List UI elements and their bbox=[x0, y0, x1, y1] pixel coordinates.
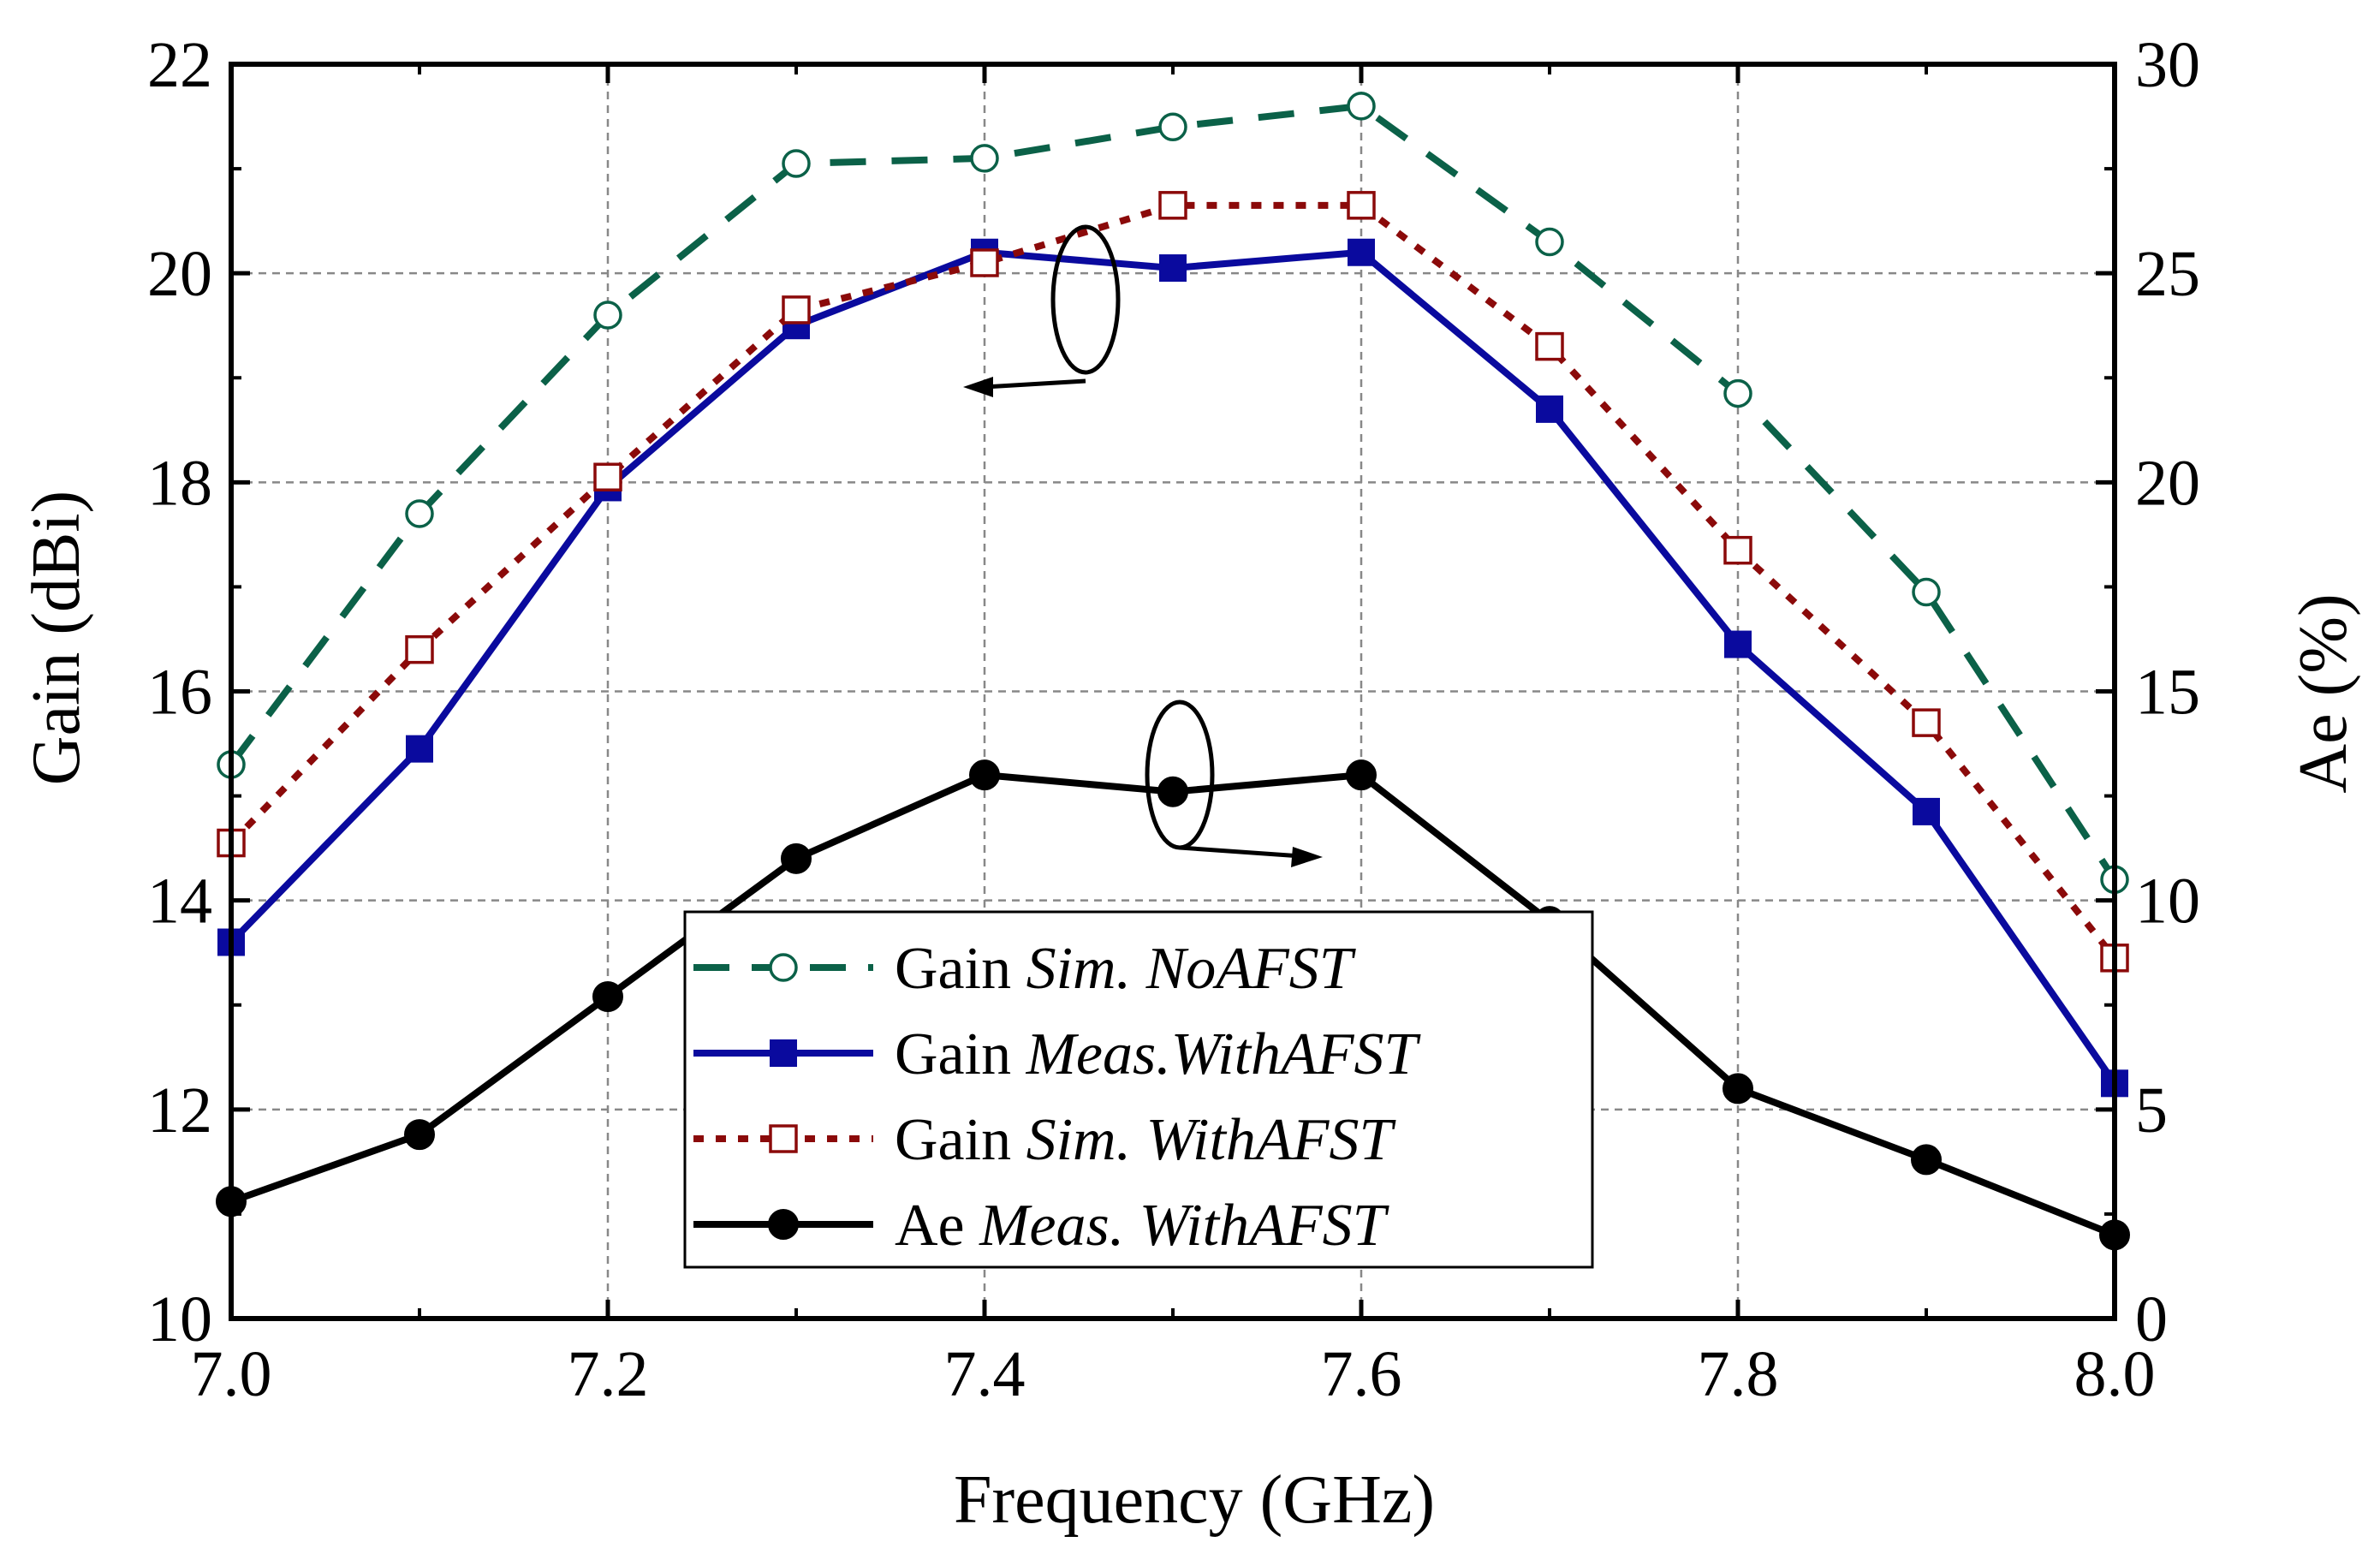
point-marker-series-3 bbox=[1346, 759, 1377, 791]
y-left-tick-label: 14 bbox=[147, 866, 212, 938]
point-marker-series-1 bbox=[1724, 630, 1752, 658]
y-left-tick-label: 22 bbox=[147, 29, 212, 101]
point-marker-series-0 bbox=[1158, 112, 1187, 141]
series-3 bbox=[216, 759, 2130, 1251]
point-marker-series-1 bbox=[1159, 254, 1187, 283]
x-tick-label: 7.2 bbox=[568, 1338, 649, 1410]
annotation-ellipse-gain bbox=[1050, 224, 1121, 375]
y-right-tick-label: 5 bbox=[2135, 1075, 2168, 1146]
plot-frame bbox=[229, 62, 2117, 1321]
x-tick-label: 8.0 bbox=[2074, 1338, 2156, 1410]
point-marker-series-0 bbox=[782, 149, 811, 178]
annotation-arrow-line-ae bbox=[1179, 845, 1302, 859]
legend-label: Gain Sim. WithAFST bbox=[895, 1107, 1396, 1173]
y-left-tick-label: 12 bbox=[147, 1075, 212, 1146]
point-marker-series-0 bbox=[405, 499, 434, 528]
point-marker-series-3 bbox=[781, 842, 812, 874]
y-axis-left-title: Gain (dBi) bbox=[19, 491, 94, 785]
series-0 bbox=[217, 92, 2129, 894]
axis-labels-layer: Frequency (GHz) Gain (dBi) Ae (%) bbox=[19, 491, 2361, 1538]
point-marker-series-0 bbox=[1723, 378, 1752, 408]
y-left-tick-label: 10 bbox=[147, 1283, 212, 1355]
point-marker-legend bbox=[768, 1209, 799, 1240]
x-tick-label: 7.4 bbox=[944, 1338, 1026, 1410]
legend-label: Ae Meas. WithAFST bbox=[895, 1193, 1390, 1259]
legend-entry: Gain Sim. WithAFST bbox=[693, 1107, 1396, 1173]
point-marker-series-2 bbox=[782, 295, 811, 324]
y-right-tick-label: 15 bbox=[2135, 657, 2200, 729]
legend-entry: Gain Sim. NoAFST bbox=[693, 936, 1357, 1002]
point-marker-series-0 bbox=[970, 144, 999, 173]
point-marker-series-0 bbox=[1535, 227, 1564, 257]
point-marker-series-3 bbox=[1157, 776, 1188, 807]
legend-label: Gain Sim. NoAFST bbox=[895, 936, 1357, 1002]
y-right-tick-label: 0 bbox=[2135, 1283, 2168, 1355]
point-marker-series-2 bbox=[1912, 708, 1941, 737]
y-right-tick-label: 20 bbox=[2135, 447, 2200, 519]
point-marker-series-0 bbox=[1347, 92, 1376, 121]
point-marker-series-3 bbox=[592, 980, 623, 1012]
point-marker-series-3 bbox=[404, 1119, 435, 1151]
annotation-right-arrow bbox=[1145, 700, 1323, 867]
series-layer bbox=[216, 92, 2130, 1251]
point-marker-series-3 bbox=[1723, 1073, 1753, 1104]
y-right-tick-label: 25 bbox=[2135, 238, 2200, 310]
legend-box bbox=[683, 910, 1594, 1269]
point-marker-series-1 bbox=[1348, 238, 1375, 266]
point-marker-series-3 bbox=[969, 759, 1000, 791]
point-marker-series-1 bbox=[1536, 395, 1563, 423]
annotation-arrow-line-gain bbox=[984, 378, 1086, 390]
y-left-tick-label: 18 bbox=[147, 447, 212, 519]
point-marker-legend bbox=[769, 1124, 798, 1153]
annotation-arrow-head-ae bbox=[1291, 847, 1323, 867]
legend-label: Gain Meas.WithAFST bbox=[895, 1021, 1422, 1087]
point-marker-series-2 bbox=[1723, 535, 1752, 565]
x-tick-label: 7.6 bbox=[1321, 1338, 1402, 1410]
annotation-left-arrow bbox=[963, 224, 1121, 397]
point-marker-series-2 bbox=[1347, 191, 1376, 220]
point-marker-series-2 bbox=[593, 462, 622, 491]
point-marker-legend bbox=[770, 1039, 797, 1067]
y-left-tick-label: 20 bbox=[147, 238, 212, 310]
point-marker-series-0 bbox=[1912, 577, 1941, 607]
x-tick-label: 7.0 bbox=[191, 1338, 272, 1410]
point-marker-legend bbox=[769, 953, 798, 982]
y-axis-right-title: Ae (%) bbox=[2286, 593, 2361, 793]
series-2 bbox=[217, 191, 2129, 973]
legend: Gain Sim. NoAFST Gain Meas.WithAFST Gain S… bbox=[683, 910, 1594, 1269]
y-right-tick-label: 10 bbox=[2135, 866, 2200, 938]
point-marker-series-0 bbox=[593, 301, 622, 330]
point-marker-series-2 bbox=[405, 634, 434, 664]
x-tick-label: 7.8 bbox=[1698, 1338, 1779, 1410]
point-marker-series-1 bbox=[406, 735, 433, 763]
y-right-tick-label: 30 bbox=[2135, 29, 2200, 101]
ticks-layer: 7.0 7.2 7.4 7.6 7.8 8.0 10 12 14 16 18 20 22 0 5 10 15 20… bbox=[147, 29, 2200, 1410]
annotation-arrow-head-gain bbox=[963, 377, 993, 397]
point-marker-series-2 bbox=[970, 248, 999, 277]
point-marker-series-1 bbox=[1913, 797, 1940, 825]
x-axis-title: Frequency (GHz) bbox=[954, 1462, 1435, 1538]
legend-entry: Ae Meas. WithAFST bbox=[693, 1193, 1390, 1259]
point-marker-series-3 bbox=[1911, 1144, 1942, 1176]
point-marker-series-2 bbox=[1535, 331, 1564, 361]
point-marker-series-2 bbox=[1158, 191, 1187, 220]
y-left-tick-label: 16 bbox=[147, 657, 212, 729]
legend-entry: Gain Meas.WithAFST bbox=[693, 1021, 1422, 1087]
series-line bbox=[228, 102, 2118, 882]
